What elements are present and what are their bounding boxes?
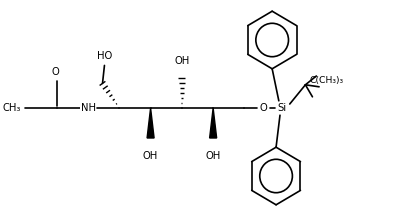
Text: NH: NH xyxy=(80,103,96,113)
Text: Si: Si xyxy=(277,103,286,113)
Text: HO: HO xyxy=(97,51,112,61)
Text: CH₃: CH₃ xyxy=(2,103,21,113)
Text: OH: OH xyxy=(143,151,158,161)
Text: C(CH₃)₃: C(CH₃)₃ xyxy=(310,76,344,84)
Text: O: O xyxy=(51,67,59,77)
Text: O: O xyxy=(259,103,267,113)
Polygon shape xyxy=(210,108,217,138)
Text: OH: OH xyxy=(206,151,221,161)
Polygon shape xyxy=(147,108,154,138)
Text: OH: OH xyxy=(174,56,190,66)
